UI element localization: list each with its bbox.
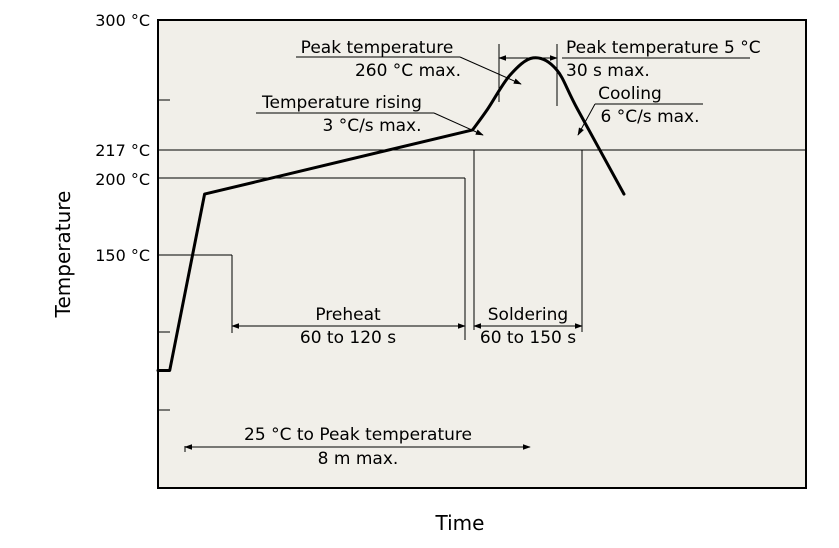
soldering-label-line1: Soldering xyxy=(488,305,568,325)
y-tick-label-217: 217 °C xyxy=(95,141,150,160)
y-tick-label-150: 150 °C xyxy=(95,246,150,265)
peak-temp-label-line2: 260 °C max. xyxy=(355,61,461,81)
total-time-label-line2: 8 m max. xyxy=(318,449,399,469)
annotation-leaders xyxy=(184,55,750,450)
x-axis-title: Time xyxy=(435,511,485,535)
soldering-label-line2: 60 to 150 s xyxy=(480,328,576,348)
rising-label-line2: 3 °C/s max. xyxy=(322,116,421,136)
cooling-arrow xyxy=(577,103,596,136)
peak-hold-label-line1: Peak temperature 5 °C xyxy=(566,38,761,58)
peak-temp-label-line1: Peak temperature xyxy=(301,38,454,58)
peak-temp-arrow xyxy=(459,56,522,85)
preheat-label-line2: 60 to 120 s xyxy=(300,328,396,348)
rising-arrow xyxy=(433,112,484,136)
plot-area xyxy=(157,19,807,489)
cooling-label-line1: Cooling xyxy=(598,84,662,104)
preheat-label-line1: Preheat xyxy=(315,305,381,325)
y-axis-title: Temperature xyxy=(51,191,75,319)
y-tick-label-300: 300 °C xyxy=(95,11,150,30)
total-time-label-line1: 25 °C to Peak temperature xyxy=(244,425,472,445)
cooling-label-line2: 6 °C/s max. xyxy=(600,107,699,127)
y-tick-label-200: 200 °C xyxy=(95,170,150,189)
peak-hold-label-line2: 30 s max. xyxy=(566,61,650,81)
rising-label-line1: Temperature rising xyxy=(261,93,422,113)
